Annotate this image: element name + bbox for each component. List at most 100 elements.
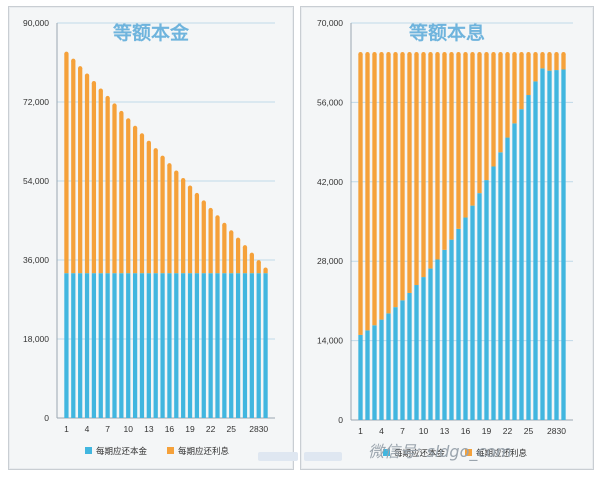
bar-interest-4 [379,54,384,320]
blurred-mark [304,452,342,461]
bar-interest-12 [435,54,440,260]
bar-cap-14 [449,52,454,57]
bar-interest-27 [540,54,545,69]
bar-cap-7 [105,95,110,101]
bar-interest-19 [484,54,489,181]
bar-cap-11 [428,52,433,57]
bar-principal-7 [105,273,110,418]
bar-principal-12 [139,273,145,418]
bar-principal-14 [153,273,158,418]
bar-cap-3 [78,66,83,71]
bar-interest-24 [519,54,524,110]
bar-cap-16 [167,163,172,168]
bar-cap-22 [208,207,213,213]
y-tick-label: 90,000 [23,18,49,28]
bar-interest-9 [414,54,419,286]
bar-interest-26 [235,239,241,274]
chart-svg-equal-principal: 等额本金 0 18,000 36,000 54,000 72,000 90,000 1 4 7 10… [23,18,275,456]
bar-cap-27 [540,52,545,57]
bar-principal-4 [379,319,384,420]
bar-interest-5 [91,83,97,274]
blurred-mark [258,452,298,461]
y-tick-label: 28,000 [317,256,343,266]
x-tick-label: 19 [185,424,195,434]
bar-cap-6 [98,88,103,93]
bar-principal-8 [112,273,117,418]
bar-interest-16 [463,54,468,218]
bar-principal-17 [470,205,475,420]
x-tick-label: 2830 [249,424,268,434]
bar-principal-29 [554,70,559,420]
bar-interest-11 [132,127,138,274]
bar-interest-24 [222,224,227,274]
bar-interest-19 [187,187,193,274]
bar-interest-18 [181,180,186,274]
bar-principal-28 [547,70,552,420]
bar-interest-3 [78,68,83,274]
bar-interest-21 [498,54,503,153]
bar-principal-9 [414,285,419,420]
bar-interest-5 [386,54,391,314]
bar-interest-6 [98,90,103,274]
y-tick-label: 42,000 [317,177,343,187]
bar-principal-21 [498,152,503,420]
x-tick-label: 25 [524,426,534,436]
y-tick-label: 0 [338,415,343,425]
bar-cap-6 [393,52,398,57]
bar-principal-21 [201,273,206,418]
bar-principal-19 [187,273,193,418]
bar-principal-16 [463,217,468,420]
bar-principal-5 [91,273,97,418]
bar-principal-19 [484,180,489,420]
bar-interest-28 [547,54,552,71]
bar-interest-26 [533,54,538,82]
bar-cap-10 [126,118,131,123]
bar-principal-27 [540,68,545,420]
bar-interest-17 [174,172,179,274]
bar-interest-10 [126,120,131,274]
bar-interest-14 [449,54,454,240]
bar-interest-25 [229,232,234,274]
bar-principal-26 [235,273,241,418]
bar-interest-28 [249,254,254,274]
legend-label-principal: 每期应还本金 [394,448,446,458]
bar-cap-4 [379,52,384,57]
bar-principal-11 [428,268,433,420]
bar-cap-11 [132,125,138,131]
bar-principal-23 [512,123,517,421]
bar-interest-17 [470,54,475,206]
bar-principal-27 [242,273,248,418]
bar-cap-10 [421,52,426,57]
x-tick-label: 2830 [547,426,566,436]
bar-interest-7 [400,54,405,301]
chart-svg-equal-installment: 等额本息 0 14,000 28,000 42,000 56,000 70,000 1 4 7 10… [317,18,573,458]
bar-cap-9 [119,110,124,116]
bar-principal-8 [407,292,412,420]
x-tick-label: 16 [461,426,471,436]
bar-interest-10 [421,54,426,278]
chart-title: 等额本息 [408,21,485,44]
bar-principal-15 [456,228,461,420]
bar-cap-5 [91,80,97,86]
y-tick-label: 72,000 [23,97,49,107]
bar-interest-30 [561,54,566,70]
legend-swatch-interest [167,447,174,454]
bar-cap-12 [435,52,440,57]
bar-principal-11 [132,273,138,418]
bar-principal-25 [526,95,531,420]
y-tick-label: 36,000 [23,255,49,265]
y-tick-label: 18,000 [23,334,49,344]
bar-cap-29 [256,260,261,265]
bar-interest-13 [146,142,151,274]
bar-principal-10 [126,273,131,418]
bar-cap-1 [64,51,69,56]
legend-swatch-interest [465,449,472,456]
bar-principal-6 [393,307,398,420]
bar-cap-25 [526,52,531,57]
bar-cap-19 [187,185,193,190]
y-tick-label: 14,000 [317,336,343,346]
bar-cap-24 [222,222,227,228]
bar-cap-13 [442,52,447,57]
bar-principal-4 [84,273,90,418]
